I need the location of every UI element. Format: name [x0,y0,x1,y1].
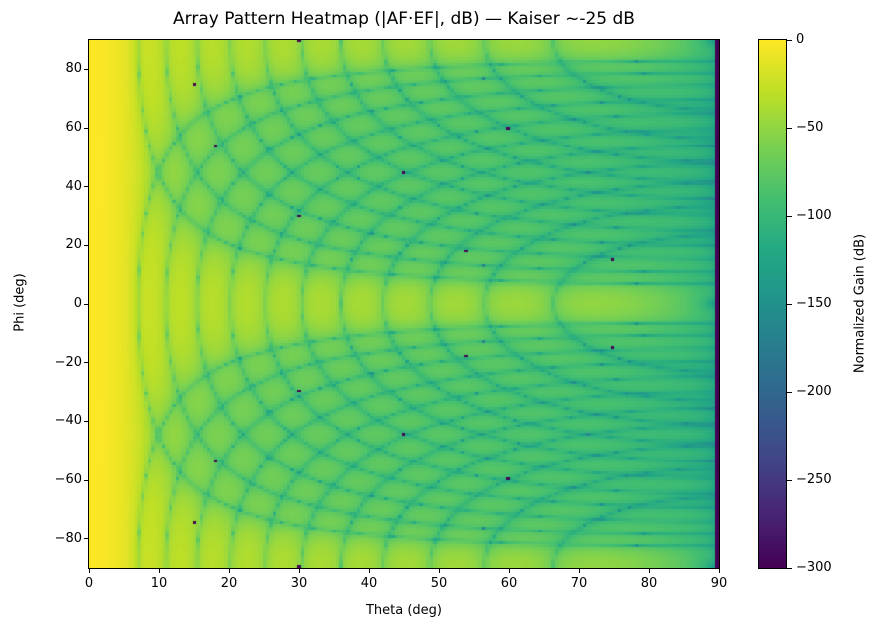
colorbar-tick-mark [787,391,792,393]
x-tick-mark [648,568,650,573]
colorbar-tick-label: −250 [796,472,832,487]
x-tick-label: 60 [500,576,518,591]
x-tick-label: 80 [640,576,658,591]
colorbar-tick-mark [787,567,792,569]
x-tick-label: 10 [150,576,168,591]
colorbar-tick-label: −150 [796,296,832,311]
x-tick-label: 20 [220,576,238,591]
y-axis-label: Phi (deg) [12,273,28,332]
x-tick-label: 50 [430,576,448,591]
x-tick-mark [508,568,510,573]
colorbar-tick-label: −50 [796,120,824,135]
x-axis-label: Theta (deg) [365,603,443,618]
colorbar-tick-label: 0 [796,32,805,47]
y-tick-mark [84,68,89,70]
colorbar-tick-mark [787,39,792,41]
y-tick-mark [84,303,89,305]
y-tick-label: 20 [65,237,82,253]
x-tick-mark [368,568,370,573]
y-tick-mark [84,127,89,129]
x-tick-mark [438,568,440,573]
x-tick-label: 70 [570,576,588,591]
x-tick-mark [578,568,580,573]
chart-title: Array Pattern Heatmap (|AF·EF|, dB) — Ka… [173,9,635,29]
y-tick-label: 80 [65,61,82,77]
y-tick-mark [84,362,89,364]
colorbar [759,40,786,568]
colorbar-tick-mark [787,479,792,481]
colorbar-tick-mark [787,215,792,217]
colorbar-tick-label: −100 [796,208,832,223]
x-tick-mark [158,568,160,573]
x-tick-label: 90 [710,576,728,591]
x-tick-mark [298,568,300,573]
colorbar-tick-mark [787,127,792,129]
y-tick-label: −20 [54,354,82,370]
colorbar-tick-label: −200 [796,384,832,399]
y-tick-label: −60 [54,472,82,487]
heatmap-image [89,40,719,568]
x-tick-label: 0 [84,576,94,591]
y-tick-label: 0 [73,296,82,311]
x-tick-label: 30 [290,576,308,591]
y-tick-mark [84,186,89,188]
colorbar-label: Normalized Gain (dB) [852,233,868,374]
x-tick-mark [228,568,230,573]
y-tick-mark [84,479,89,481]
x-tick-mark [88,568,90,573]
y-tick-label: −80 [54,530,82,546]
x-tick-mark [718,568,720,573]
y-tick-label: 40 [65,178,82,194]
y-tick-mark [84,244,89,246]
colorbar-tick-mark [787,303,792,305]
y-tick-label: 60 [65,120,82,135]
y-tick-mark [84,538,89,540]
colorbar-tick-label: −300 [796,560,832,575]
x-tick-label: 40 [360,576,378,591]
y-tick-mark [84,420,89,422]
y-tick-label: −40 [54,413,82,429]
